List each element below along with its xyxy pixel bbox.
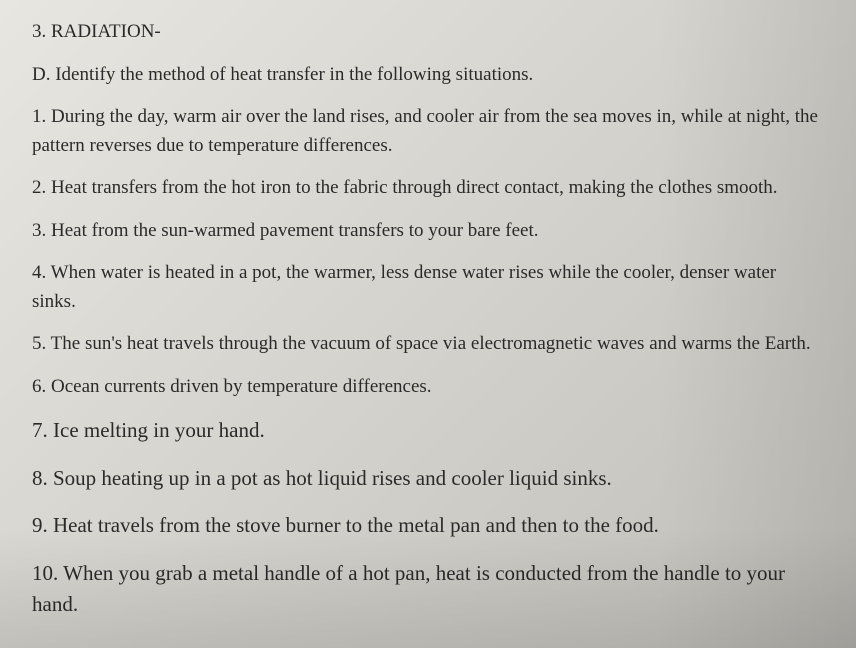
question-5: 5. The sun's heat travels through the va… bbox=[32, 330, 824, 359]
question-4: 4. When water is heated in a pot, the wa… bbox=[32, 259, 824, 316]
document-page: 3. RADIATION- D. Identify the method of … bbox=[32, 18, 824, 621]
question-8: 8. Soup heating up in a pot as hot liqui… bbox=[32, 463, 824, 495]
question-6: 6. Ocean currents driven by temperature … bbox=[32, 373, 824, 402]
question-7: 7. Ice melting in your hand. bbox=[32, 415, 824, 447]
question-9: 9. Heat travels from the stove burner to… bbox=[32, 510, 824, 542]
question-10: 10. When you grab a metal handle of a ho… bbox=[32, 558, 824, 621]
question-3: 3. Heat from the sun-warmed pavement tra… bbox=[32, 217, 824, 246]
heading-radiation: 3. RADIATION- bbox=[32, 18, 824, 47]
heading-section-d: D. Identify the method of heat transfer … bbox=[32, 61, 824, 90]
question-2: 2. Heat transfers from the hot iron to t… bbox=[32, 174, 824, 203]
question-1: 1. During the day, warm air over the lan… bbox=[32, 103, 824, 160]
